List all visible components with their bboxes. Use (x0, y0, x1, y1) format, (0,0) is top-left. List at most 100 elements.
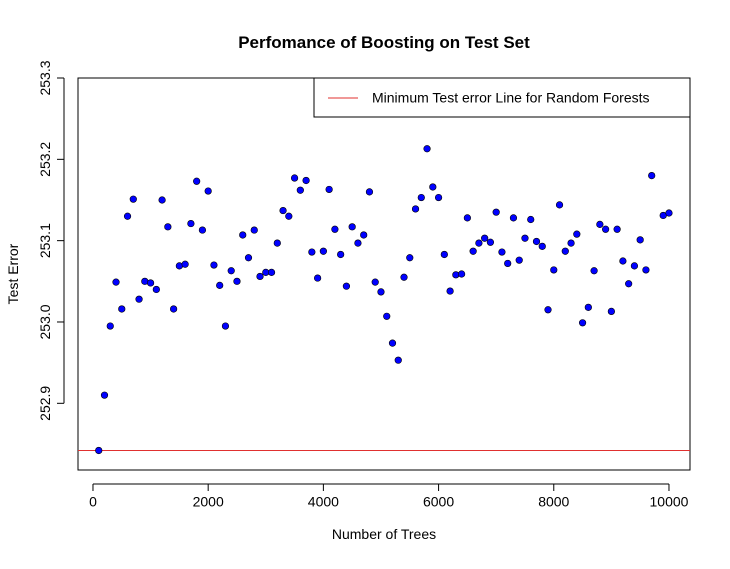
data-point (100, 391, 109, 399)
x-tick-label: 8000 (538, 494, 569, 510)
data-point (319, 247, 327, 255)
data-point (279, 206, 287, 215)
data-point (383, 312, 391, 320)
data-point (578, 319, 587, 327)
data-point (337, 250, 345, 259)
x-tick-label: 0 (89, 494, 97, 510)
data-point (388, 339, 397, 347)
x-tick-label: 6000 (423, 494, 454, 510)
data-point (625, 280, 633, 288)
x-tick-label: 4000 (308, 494, 339, 510)
data-point (152, 285, 160, 294)
data-point (544, 306, 552, 314)
data-point (492, 208, 500, 216)
data-point (95, 446, 103, 455)
data-point (498, 248, 506, 256)
data-point (602, 225, 610, 233)
data-point (475, 239, 483, 247)
data-point (607, 307, 615, 316)
data-point (469, 247, 477, 255)
y-tick-label: 253.1 (37, 223, 53, 258)
data-point (360, 231, 368, 239)
data-point (216, 281, 224, 289)
data-point (377, 288, 385, 296)
data-point (567, 239, 575, 247)
data-point (630, 262, 639, 270)
data-point (509, 214, 518, 222)
data-point (308, 248, 316, 256)
data-point (158, 196, 166, 204)
data-point (458, 270, 466, 278)
data-point (463, 214, 471, 222)
data-point (417, 193, 425, 202)
data-point (193, 177, 201, 185)
data-point (204, 187, 212, 195)
data-point (239, 231, 247, 239)
data-point (221, 322, 230, 330)
data-point (331, 225, 339, 233)
data-point (440, 250, 448, 259)
data-point (290, 174, 299, 182)
data-point (118, 305, 126, 313)
data-point (296, 186, 304, 194)
legend-label: Minimum Test error Line for Random Fores… (372, 90, 650, 106)
data-point (112, 278, 120, 286)
data-point (394, 356, 402, 364)
data-point (584, 303, 592, 311)
plot-frame (77, 77, 691, 471)
data-point (210, 261, 218, 269)
data-point (521, 234, 529, 242)
data-point (233, 277, 241, 285)
data-point (665, 209, 673, 217)
chart-title: Perfomance of Boosting on Test Set (238, 33, 530, 52)
y-tick-label: 252.9 (37, 386, 53, 421)
data-point (273, 239, 281, 247)
data-point (285, 212, 293, 220)
data-point (429, 183, 437, 191)
data-point (325, 185, 333, 194)
data-point (648, 171, 656, 180)
data-point (123, 212, 132, 220)
x-tick-label: 10000 (650, 494, 689, 510)
data-point (434, 193, 443, 202)
data-point (555, 201, 564, 209)
x-tick-label: 2000 (193, 494, 224, 510)
y-tick-label: 253.0 (37, 304, 53, 339)
data-point (619, 257, 627, 265)
data-point (642, 266, 650, 274)
data-point (590, 267, 598, 275)
data-point (342, 282, 351, 290)
data-point (365, 188, 374, 196)
data-point (187, 219, 195, 228)
data-point (146, 279, 155, 287)
data-point (354, 239, 362, 247)
data-point (550, 266, 558, 274)
data-point (573, 230, 581, 238)
data-point (406, 254, 414, 262)
data-point (135, 295, 143, 303)
data-point (314, 274, 322, 282)
data-point (348, 223, 356, 231)
data-point (596, 220, 604, 228)
data-point (256, 272, 264, 281)
data-point (613, 225, 621, 233)
y-tick-label: 253.2 (37, 142, 53, 177)
data-point (170, 305, 178, 313)
data-point (481, 234, 489, 242)
data-point (244, 254, 253, 262)
data-point (423, 145, 431, 153)
data-point (267, 268, 276, 276)
data-point (106, 322, 114, 330)
data-point (198, 226, 207, 234)
y-tick-label: 253.3 (37, 60, 53, 95)
data-point (538, 242, 546, 250)
x-axis-label: Number of Trees (332, 526, 436, 542)
data-point (504, 259, 512, 268)
data-point (371, 278, 379, 286)
data-point (302, 176, 310, 185)
data-point (561, 247, 569, 255)
data-point (527, 215, 535, 224)
data-point (164, 223, 172, 231)
data-point (532, 237, 541, 246)
